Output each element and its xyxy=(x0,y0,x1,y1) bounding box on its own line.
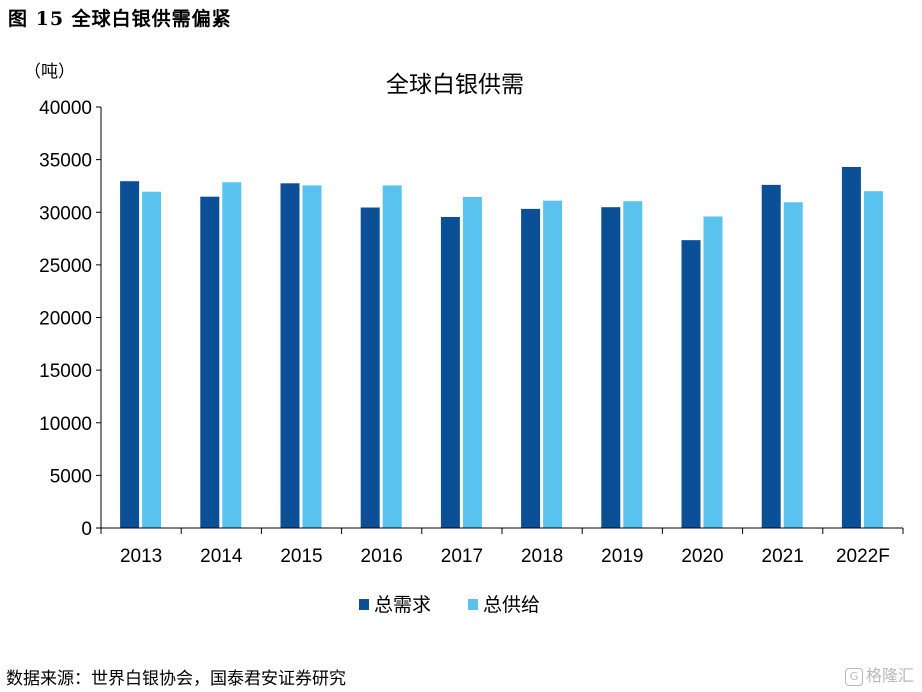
source-note: 数据来源：世界白银协会，国泰君安证券研究 xyxy=(6,669,346,689)
x-tick-label: 2022F xyxy=(836,546,890,567)
legend-swatch xyxy=(468,599,478,610)
bar-total-demand xyxy=(360,207,380,529)
bar-total-supply xyxy=(462,196,482,528)
legend-swatch xyxy=(359,599,369,610)
bar-total-supply xyxy=(222,182,242,528)
legend-label: 总供给 xyxy=(483,594,540,616)
bar-total-supply xyxy=(783,202,803,528)
bar-total-supply xyxy=(703,216,723,528)
legend-label: 总需求 xyxy=(374,594,431,616)
x-tick-label: 2013 xyxy=(120,546,162,567)
bar-total-supply xyxy=(302,185,322,528)
y-axis: 0 5000 10000 15000 20000 25000 30000 35000 40000 xyxy=(39,98,102,540)
x-tick-label: 2015 xyxy=(280,546,322,567)
watermark: G 格隆汇 xyxy=(844,662,914,686)
y-tick-label: 15000 xyxy=(39,361,92,382)
bar-total-supply xyxy=(543,200,563,529)
bar-total-demand xyxy=(681,240,701,529)
y-axis-unit-label: （吨） xyxy=(24,62,75,82)
x-tick-label: 2014 xyxy=(200,546,243,567)
x-tick-label: 2018 xyxy=(521,546,563,567)
bar-total-supply xyxy=(863,191,883,528)
y-tick-label: 20000 xyxy=(39,309,92,330)
bar-total-supply xyxy=(623,201,643,529)
chart-title: 全球白银供需 xyxy=(386,72,524,98)
bars-group xyxy=(120,166,883,529)
y-tick-label: 10000 xyxy=(39,414,92,435)
y-tick-label: 30000 xyxy=(39,203,92,224)
x-tick-label: 2021 xyxy=(762,546,804,567)
x-tick-label: 2017 xyxy=(441,546,483,567)
bar-total-demand xyxy=(200,196,220,528)
watermark-logo-icon: G xyxy=(844,667,863,686)
y-tick-label: 0 xyxy=(81,519,92,540)
x-axis: 2013 2014 2015 2016 2017 2018 2019 2020 2021 2022… xyxy=(100,527,904,567)
watermark-text: 格隆汇 xyxy=(865,666,914,685)
bar-total-demand xyxy=(601,207,621,528)
bar-total-demand xyxy=(761,184,781,528)
y-tick-label: 25000 xyxy=(39,256,92,277)
bar-total-demand xyxy=(440,216,460,528)
y-tick-label: 5000 xyxy=(50,466,92,487)
x-tick-label: 2019 xyxy=(601,546,643,567)
bar-chart: 全球白银供需 （吨） 0 5000 10000 15000 20000 25000 3000… xyxy=(24,62,904,616)
bar-total-supply xyxy=(142,191,162,528)
x-tick-label: 2016 xyxy=(361,546,403,567)
bar-total-demand xyxy=(521,208,541,528)
figure-title: 图 15 全球白银供需偏紧 xyxy=(8,8,232,30)
bar-total-demand xyxy=(841,166,861,528)
bar-total-demand xyxy=(120,181,140,529)
bar-total-demand xyxy=(280,183,300,528)
legend: 总需求 总供给 xyxy=(359,594,540,616)
y-tick-label: 35000 xyxy=(39,151,92,172)
y-tick-label: 40000 xyxy=(39,98,92,119)
x-tick-label: 2020 xyxy=(681,546,723,567)
bar-total-supply xyxy=(382,185,402,528)
